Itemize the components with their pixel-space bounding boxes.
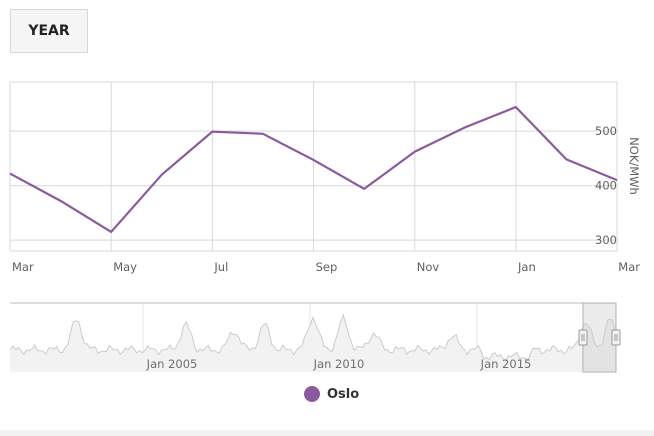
y-tick-label: 400 xyxy=(595,179,617,193)
navigator[interactable]: Jan 2005 Jan 2010 Jan 2015 xyxy=(9,302,621,373)
y-tick-label: 300 xyxy=(595,233,617,247)
chart-grid xyxy=(9,81,618,252)
x-tick-label: Nov xyxy=(417,260,440,274)
legend-label: Oslo xyxy=(327,386,360,402)
range-year-button[interactable]: YEAR xyxy=(10,9,88,53)
navigator-tick-label: Jan 2010 xyxy=(313,357,365,371)
y-axis-title: NOK/MWh xyxy=(627,137,641,195)
navigator-tick-label: Jan 2015 xyxy=(480,357,532,371)
x-tick-label: Mar xyxy=(618,260,640,274)
x-tick-label: May xyxy=(113,260,137,274)
y-tick-label: 500 xyxy=(595,124,617,138)
chart-series xyxy=(9,105,618,234)
navigator-selection[interactable] xyxy=(582,302,617,373)
navigator-tick-label: Jan 2005 xyxy=(146,357,198,371)
navigator-handle-left[interactable] xyxy=(578,329,588,346)
navigator-handle-right[interactable] xyxy=(611,329,621,346)
x-tick-label: Sep xyxy=(316,260,338,274)
legend-dot xyxy=(304,386,320,402)
navigator-line xyxy=(9,313,617,362)
legend-item-oslo[interactable]: Oslo xyxy=(304,386,359,402)
x-tick-label: Mar xyxy=(12,260,34,274)
x-tick-label: Jan xyxy=(517,260,536,274)
x-tick-label: Jul xyxy=(213,260,228,274)
footer-strip xyxy=(0,430,654,436)
navigator-area xyxy=(10,315,616,372)
